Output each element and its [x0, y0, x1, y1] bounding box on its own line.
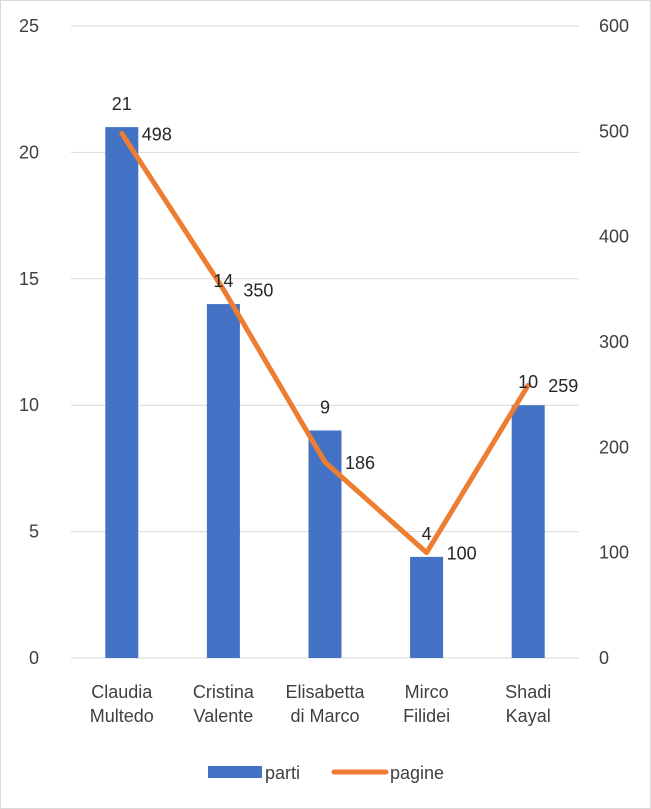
bar-data-label: 4: [422, 524, 432, 544]
category-label: Mirco Filidei: [403, 682, 450, 726]
right-axis-tick-label: 300: [599, 332, 629, 352]
right-axis-tick-label: 200: [599, 437, 629, 457]
category-label: Elisabetta di Marco: [285, 682, 365, 726]
line-data-label: 259: [548, 376, 578, 396]
bar-data-label: 9: [320, 397, 330, 417]
right-axis-tick-label: 100: [599, 543, 629, 563]
legend-label-parti: parti: [265, 763, 300, 783]
bar-parti: [105, 127, 139, 659]
left-axis-tick-label: 10: [19, 395, 39, 415]
bar-parti: [308, 430, 342, 658]
bar-data-label: 10: [518, 372, 538, 392]
category-label: Claudia Multedo: [90, 682, 154, 726]
bar-parti: [410, 556, 444, 658]
right-axis-tick-label: 600: [599, 16, 629, 36]
left-axis-tick-label: 15: [19, 269, 39, 289]
left-axis-tick-label: 5: [29, 522, 39, 542]
bar-series-parti: [105, 127, 545, 659]
gridlines: [71, 25, 579, 659]
left-axis-ticks: 0 5 10 15 20 25: [19, 16, 39, 668]
legend-label-pagine: pagine: [390, 763, 444, 783]
data-labels: 21 14 9 4 10 498 350 186 100 259: [112, 94, 578, 564]
line-series-pagine: [119, 130, 531, 556]
line-pagine: [119, 130, 531, 556]
category-label: Cristina Valente: [193, 682, 255, 726]
left-axis-tick-label: 25: [19, 16, 39, 36]
line-data-label: 100: [447, 544, 477, 564]
right-axis-tick-label: 0: [599, 648, 609, 668]
line-data-label: 498: [142, 124, 172, 144]
bar-data-label: 14: [213, 271, 233, 291]
line-data-label: 186: [345, 453, 375, 473]
left-axis-tick-label: 20: [19, 142, 39, 162]
legend-swatch-parti: [208, 766, 262, 778]
category-axis: Claudia Multedo Cristina Valente Elisabetta d…: [90, 682, 551, 726]
category-label: Shadi Kayal: [505, 682, 551, 726]
line-data-label: 350: [243, 280, 273, 300]
right-axis-tick-label: 400: [599, 227, 629, 247]
right-axis-ticks: 0 100 200 300 400 500 600: [599, 16, 629, 668]
bar-parti: [206, 304, 240, 658]
bar-parti: [511, 405, 545, 658]
left-axis-tick-label: 0: [29, 648, 39, 668]
right-axis-tick-label: 500: [599, 121, 629, 141]
legend: parti pagine: [208, 763, 444, 783]
bar-data-label: 21: [112, 94, 132, 114]
